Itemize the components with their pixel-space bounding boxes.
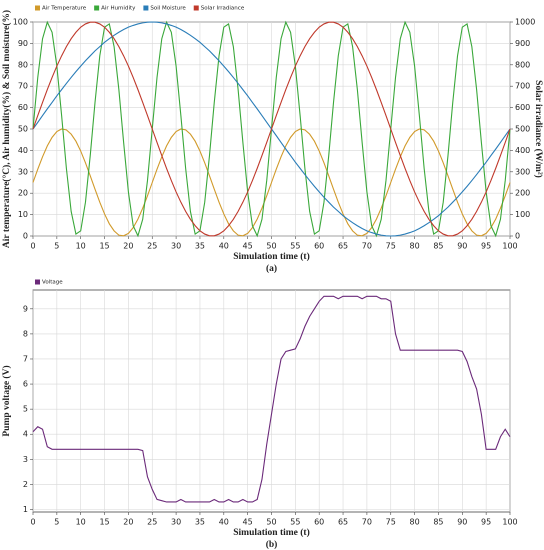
x-tick-label: 85 [433, 242, 443, 251]
x-tick-label: 20 [123, 242, 133, 251]
y-tick-label: 4 [23, 430, 28, 439]
x-tick-label: 80 [410, 242, 420, 251]
x-tick-label: 95 [481, 518, 491, 527]
x-tick-label: 85 [433, 518, 443, 527]
x-tick-label: 40 [219, 242, 229, 251]
x-tick-label: 35 [195, 242, 205, 251]
x-tick-label: 0 [30, 518, 35, 527]
x-tick-label: 40 [219, 518, 229, 527]
x-tick-label: 25 [147, 518, 157, 527]
y-tick-label: 2 [23, 480, 28, 489]
x-tick-label: 5 [54, 518, 59, 527]
x-tick-label: 75 [386, 242, 396, 251]
panel-label: (a) [266, 263, 277, 274]
x-tick-label: 95 [481, 242, 491, 251]
y-tick-label: 3 [23, 455, 28, 464]
x-tick-label: 70 [362, 518, 372, 527]
x-tick-label: 25 [147, 242, 157, 251]
x-tick-label: 75 [386, 518, 396, 527]
x-tick-label: 15 [99, 518, 109, 527]
series-line [32, 21, 511, 237]
y2-tick-label: 0 [515, 232, 520, 241]
y-tick-label: 90 [18, 39, 28, 48]
y-tick-label: 8 [23, 329, 28, 338]
y-tick-label: 10 [18, 210, 28, 219]
x-tick-label: 5 [54, 242, 59, 251]
y-tick-label: 50 [18, 125, 28, 134]
y2-axis-label: Solar irradiance (W/m²) [533, 80, 544, 178]
legend-swatch [35, 279, 40, 285]
x-tick-label: 55 [290, 242, 300, 251]
legend-swatch [94, 5, 100, 11]
legend-swatch [193, 5, 199, 11]
panel-label: (b) [266, 539, 278, 550]
y2-tick-label: 900 [515, 39, 530, 48]
y-tick-label: 70 [18, 82, 28, 91]
series-line [32, 295, 511, 503]
x-tick-label: 15 [99, 242, 109, 251]
x-tick-label: 30 [171, 242, 181, 251]
y2-tick-label: 200 [515, 189, 530, 198]
y-tick-label: 9 [23, 304, 28, 313]
y2-tick-label: 400 [515, 146, 530, 155]
x-tick-label: 35 [195, 518, 205, 527]
x-tick-label: 65 [338, 242, 348, 251]
y-tick-label: 80 [18, 60, 28, 69]
y-tick-label: 60 [18, 103, 28, 112]
x-tick-label: 45 [243, 518, 253, 527]
x-tick-label: 30 [171, 518, 181, 527]
y2-tick-label: 1000 [515, 18, 535, 27]
y2-tick-label: 600 [515, 103, 530, 112]
x-tick-label: 20 [123, 518, 133, 527]
x-tick-label: 0 [30, 242, 35, 251]
x-axis-label: Simulation time (t) [233, 527, 310, 538]
x-tick-label: 10 [76, 242, 86, 251]
y2-tick-label: 500 [515, 125, 530, 134]
x-tick-label: 50 [266, 242, 276, 251]
y-tick-label: 100 [13, 18, 28, 27]
x-tick-label: 70 [362, 242, 372, 251]
x-axis-label: Simulation time (t) [233, 251, 310, 262]
y2-tick-label: 700 [515, 82, 530, 91]
y-tick-label: 7 [23, 354, 28, 363]
y-tick-label: 6 [23, 380, 28, 389]
x-tick-label: 90 [457, 518, 467, 527]
y-axis-label: Pump voltage (V) [1, 365, 12, 436]
legend-label: Soil Moisture [150, 6, 186, 12]
x-tick-label: 45 [243, 242, 253, 251]
legend-label: Air Humidity [101, 6, 136, 12]
y2-tick-label: 300 [515, 167, 530, 176]
legend-swatch [143, 5, 149, 11]
x-tick-label: 65 [338, 518, 348, 527]
x-tick-label: 60 [314, 518, 324, 527]
x-tick-label: 80 [410, 518, 420, 527]
legend-label: Air Temperature [42, 6, 87, 12]
y-tick-label: 0 [23, 232, 28, 241]
series-line [32, 128, 511, 237]
y2-tick-label: 800 [515, 60, 530, 69]
y-tick-label: 30 [18, 167, 28, 176]
x-tick-label: 100 [502, 518, 517, 527]
x-tick-label: 55 [290, 518, 300, 527]
x-tick-label: 90 [457, 242, 467, 251]
y2-tick-label: 100 [515, 210, 530, 219]
legend-label: Solar Irradiance [201, 6, 245, 12]
x-tick-label: 10 [76, 518, 86, 527]
y-tick-label: 40 [18, 146, 28, 155]
x-tick-label: 50 [266, 518, 276, 527]
y-tick-label: 5 [23, 405, 28, 414]
y-tick-label: 20 [18, 189, 28, 198]
y-tick-label: 1 [23, 505, 28, 514]
legend-swatch [35, 5, 40, 11]
legend-label: Voltage [42, 280, 63, 286]
y-axis-label: Air temperature(°C), Air humidity(%) & S… [1, 10, 12, 248]
x-tick-label: 100 [502, 242, 517, 251]
x-tick-label: 60 [314, 242, 324, 251]
